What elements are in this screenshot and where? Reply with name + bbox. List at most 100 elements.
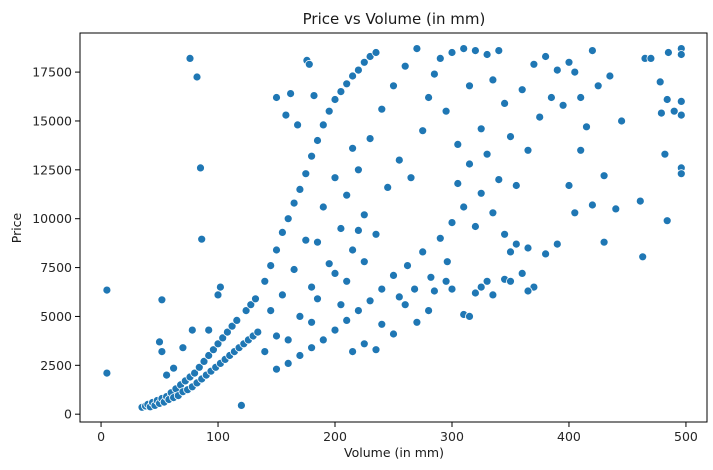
data-point — [664, 48, 673, 57]
data-point — [517, 85, 527, 95]
data-point — [547, 93, 556, 102]
data-point — [435, 54, 445, 63]
data-point — [564, 57, 574, 67]
data-point — [324, 259, 334, 269]
x-tick-label: 200 — [323, 429, 347, 444]
data-point — [588, 200, 597, 210]
data-point — [199, 356, 209, 366]
data-point — [442, 257, 452, 267]
data-point — [511, 239, 521, 249]
data-point — [309, 91, 319, 100]
x-axis-ticks: 0 100 200 300 400 500 — [97, 422, 698, 444]
data-point — [410, 284, 420, 294]
data-point — [295, 311, 305, 321]
data-point — [400, 300, 410, 310]
data-point — [204, 351, 214, 360]
data-point — [324, 106, 334, 116]
data-point — [424, 93, 434, 102]
data-point — [511, 181, 521, 190]
data-point — [570, 67, 580, 77]
data-point — [377, 319, 387, 329]
data-point — [330, 95, 340, 104]
data-point — [662, 95, 672, 104]
data-point — [301, 169, 311, 179]
data-point — [470, 288, 480, 298]
data-point — [157, 295, 167, 305]
data-point — [336, 87, 346, 96]
data-point — [283, 335, 293, 345]
data-point — [646, 54, 656, 63]
data-point — [500, 99, 510, 108]
data-point — [318, 202, 328, 212]
data-point — [260, 347, 270, 357]
data-point — [208, 345, 218, 355]
data-point — [246, 300, 256, 310]
data-point — [213, 339, 223, 349]
data-point — [523, 145, 533, 155]
data-point — [272, 93, 281, 102]
data-point — [494, 175, 504, 185]
data-point — [283, 358, 293, 368]
data-point — [342, 79, 352, 89]
data-point — [301, 235, 311, 245]
y-tick-label: 7500 — [40, 260, 72, 275]
data-point — [617, 116, 626, 126]
data-point — [251, 294, 260, 304]
data-point — [289, 198, 299, 208]
data-point — [482, 149, 492, 159]
data-point — [394, 155, 404, 165]
data-point — [365, 134, 375, 144]
y-tick-label: 12500 — [32, 162, 72, 177]
data-point — [418, 247, 428, 257]
data-point — [660, 149, 670, 159]
data-point — [506, 276, 515, 286]
data-point — [330, 173, 340, 183]
data-point — [196, 163, 205, 173]
data-point — [232, 315, 242, 325]
data-point — [157, 347, 167, 357]
data-point — [424, 306, 434, 316]
data-point — [353, 306, 363, 316]
y-tick-label: 0 — [64, 407, 72, 422]
data-point — [588, 46, 597, 55]
data-point — [102, 368, 112, 378]
data-point — [655, 77, 665, 87]
data-point — [307, 282, 317, 292]
data-point — [194, 362, 204, 372]
data-point — [295, 184, 305, 194]
data-point — [441, 276, 451, 286]
data-point — [204, 325, 214, 335]
data-point — [552, 65, 562, 75]
data-point — [447, 218, 457, 228]
data-point — [313, 294, 322, 304]
y-tick-label: 10000 — [32, 211, 72, 226]
data-point — [330, 268, 340, 278]
data-point — [426, 272, 436, 282]
data-point — [155, 337, 164, 347]
y-axis-ticks: 0 2500 5000 7500 10000 12500 15000 17500 — [32, 65, 80, 422]
data-point — [476, 282, 486, 292]
data-point — [169, 363, 179, 373]
data-point — [488, 290, 498, 300]
data-point — [295, 351, 305, 360]
data-point — [482, 50, 492, 59]
data-point — [162, 370, 172, 380]
data-point — [529, 59, 539, 69]
data-point — [336, 300, 346, 310]
data-point — [377, 104, 387, 114]
data-point — [272, 245, 281, 255]
data-point — [465, 81, 474, 91]
data-point — [465, 311, 474, 321]
data-point — [371, 229, 381, 239]
data-point — [236, 400, 246, 410]
data-point — [676, 97, 686, 106]
data-point — [353, 225, 363, 235]
data-point — [470, 222, 480, 231]
data-point — [535, 112, 545, 122]
x-axis-label: Volume (in mm) — [344, 445, 444, 460]
chart-title: Price vs Volume (in mm) — [303, 10, 486, 28]
data-point — [318, 120, 328, 130]
data-point — [102, 285, 112, 295]
data-point — [517, 268, 527, 278]
